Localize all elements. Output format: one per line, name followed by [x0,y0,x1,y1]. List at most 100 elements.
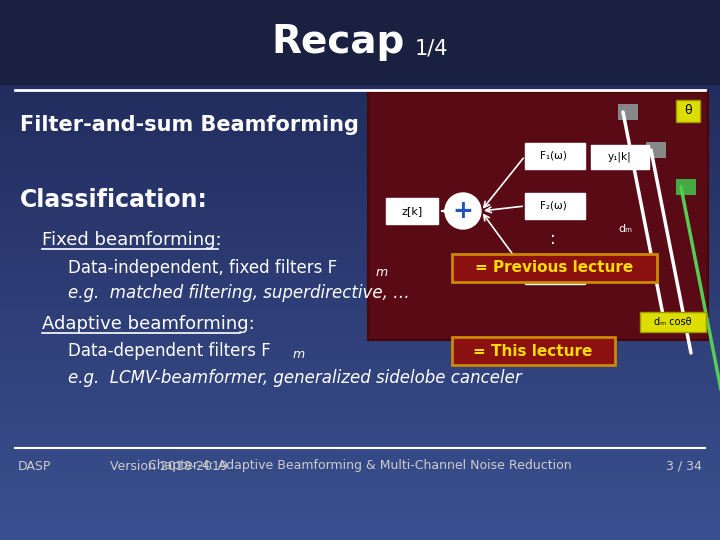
Bar [0,207,720,208]
Text: Chapter-4: Adaptive Beamforming & Multi-Channel Noise Reduction: Chapter-4: Adaptive Beamforming & Multi-… [148,460,572,472]
Bar [0,55,720,56]
Bar [0,529,720,530]
Bar [0,100,720,101]
Bar [0,254,720,255]
Bar [0,102,720,103]
Bar [0,410,720,411]
Bar [0,132,720,133]
Text: Classification:: Classification: [20,188,208,212]
Bar [0,495,720,496]
Bar [0,290,720,291]
Bar [0,399,720,400]
Bar [0,81,720,82]
Bar [0,288,720,289]
Bar [0,538,720,539]
Bar [0,350,720,351]
Bar [0,323,720,324]
Bar [0,467,720,468]
FancyBboxPatch shape [525,193,585,219]
Bar [0,174,720,175]
Bar [0,228,720,229]
Bar [0,34,720,35]
Bar [0,110,720,111]
Bar [0,346,720,347]
Bar [0,147,720,148]
Bar [0,523,720,524]
Bar [0,196,720,197]
Bar [0,46,720,47]
Bar [0,258,720,259]
Bar [0,200,720,201]
Bar [0,281,720,282]
Bar [0,214,720,215]
FancyBboxPatch shape [386,198,438,224]
Bar [0,27,720,28]
Bar [0,356,720,357]
Bar [0,527,720,528]
Bar [0,415,720,416]
Bar [0,376,720,377]
Bar [0,242,720,243]
Bar [0,167,720,168]
Bar [0,112,720,113]
Bar [0,118,720,119]
Bar [0,28,720,29]
Bar [0,30,720,31]
Bar [0,263,720,264]
Bar [0,368,720,369]
Bar [0,364,720,365]
Text: θ: θ [684,105,692,118]
Bar [0,219,720,220]
Bar [0,51,720,52]
Bar [0,159,720,160]
Bar [0,292,720,293]
Bar [0,199,720,200]
Bar [0,408,720,409]
Bar [0,528,720,529]
Bar [0,282,720,283]
Bar [0,169,720,170]
Bar [0,530,720,531]
Bar [0,380,720,381]
Bar [0,453,720,454]
Bar [0,517,720,518]
Bar [0,182,720,183]
Bar [0,201,720,202]
Bar [0,497,720,498]
Bar [0,494,720,495]
Bar [0,136,720,137]
Bar [0,393,720,394]
Bar [0,392,720,393]
Bar [0,520,720,521]
Bar [0,321,720,322]
Bar [0,237,720,238]
Bar [0,411,720,412]
Bar [0,230,720,231]
FancyBboxPatch shape [452,254,657,282]
Bar [0,539,720,540]
Bar [0,18,720,19]
Bar [0,342,720,343]
Bar [0,389,720,390]
Bar [0,82,720,83]
Bar [0,413,720,414]
Text: Filter-and-sum Beamforming: Filter-and-sum Beamforming [20,115,359,135]
Bar [0,204,720,205]
FancyBboxPatch shape [676,179,696,195]
Bar [0,165,720,166]
Bar [0,99,720,100]
Bar [0,293,720,294]
Bar [0,266,720,267]
Bar [0,480,720,481]
Bar [0,493,720,494]
Bar [0,506,720,507]
Bar [0,227,720,228]
Bar [0,94,720,95]
Bar [0,9,720,10]
Bar [0,361,720,362]
Bar [0,481,720,482]
Bar [0,487,720,488]
Bar [0,253,720,254]
Bar [0,168,720,169]
Bar [0,335,720,336]
